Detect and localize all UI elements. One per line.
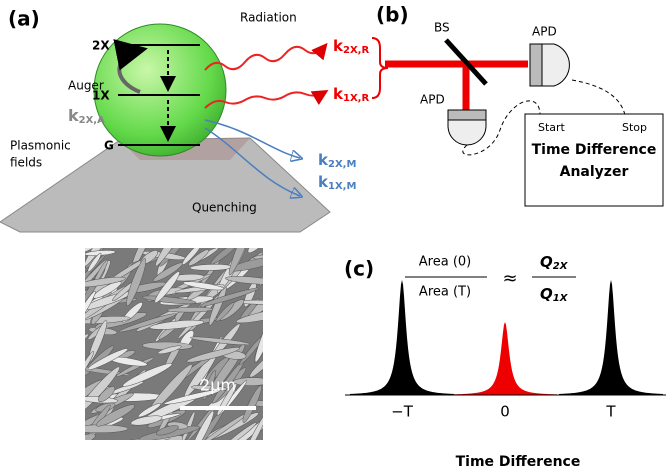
nanorod [233,377,272,385]
x-axis-label: Time Difference [456,454,581,470]
panel-label: (c) [344,257,374,281]
analyzer-label: Time Difference [532,142,657,158]
stop-label: Stop [622,121,647,134]
auger-label: Auger [68,79,104,93]
cable [572,80,625,115]
figure: (a) Radiation 2X 1X G Auger k2X,A k2X,R … [0,0,666,476]
nanocrystal [94,24,226,156]
detector-label: APD [420,93,445,107]
nanorod [201,242,223,247]
level-label: G [104,139,114,153]
approx: ≈ [502,268,517,289]
histogram [350,280,663,395]
q-denominator: Q1X [540,285,569,305]
radiation-arrow [205,46,325,70]
nanorod [79,235,144,246]
q-numerator: Q2X [540,253,569,273]
level-label: 2X [92,39,110,53]
radiation-label: Radiation [240,11,297,25]
panel-label: (a) [8,7,40,31]
peak [453,322,557,395]
nanorod [65,431,97,450]
scale-label: 2μm [200,376,236,395]
tick-label: 0 [500,403,510,421]
peak [559,280,663,395]
analyzer-label: Analyzer [560,164,629,180]
tick-label: −T [391,403,414,421]
fraction-numerator: Area (0) [419,255,471,270]
fraction-denominator: Area (T) [419,285,471,300]
bs-label: BS [434,21,450,35]
panel-label: (b) [376,3,409,27]
rate-label: k1X,M [318,173,356,193]
brace [372,38,388,98]
rate-label: k2X,R [333,37,369,57]
nanorod [76,235,135,250]
plasmonic-label: fields [10,156,42,170]
plasmonic-label: Plasmonic [10,139,71,153]
tick-label: T [605,403,616,421]
quenching-label: Quenching [192,201,257,215]
detector-face [530,44,542,86]
detector-face [448,110,486,120]
rate-label: k1X,R [333,85,369,105]
rate-label: k2X,M [318,151,356,171]
start-label: Start [538,121,566,134]
detector-label: APD [532,25,557,39]
